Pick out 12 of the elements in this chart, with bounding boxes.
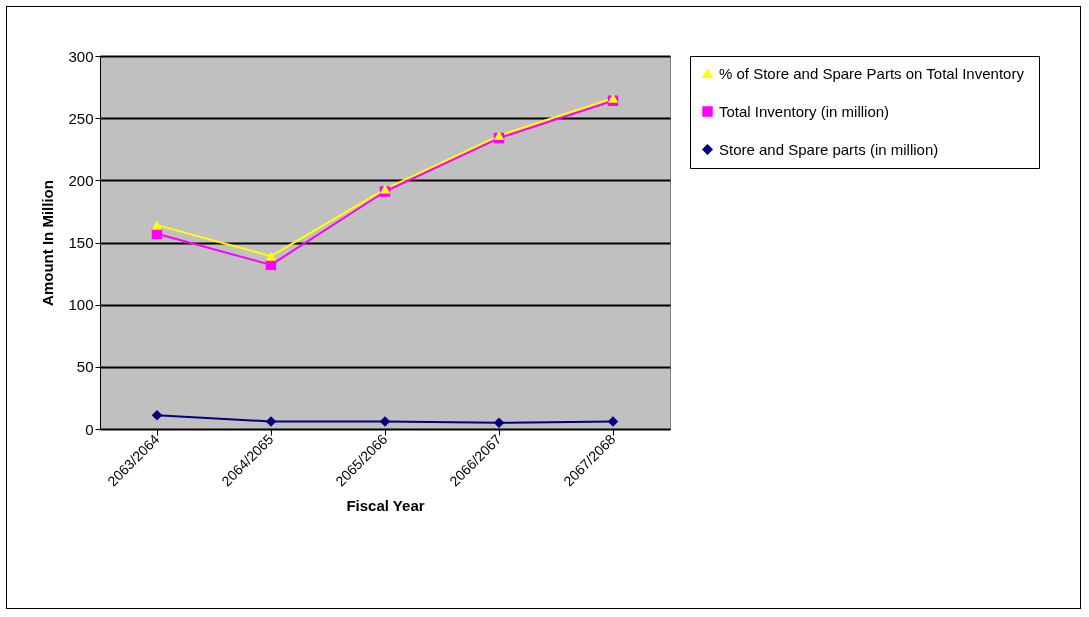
x-axis-title: Fiscal Year — [346, 497, 425, 515]
legend-label: % of Store and Spare Parts on Total Inventory — [719, 64, 1025, 82]
y-tick-label: 150 — [68, 234, 94, 251]
y-tick-label: 0 — [85, 420, 94, 438]
y-tick-label: 300 — [68, 47, 94, 65]
y-tick-label: 100 — [68, 296, 94, 314]
legend-label: Store and Spare parts (in million) — [719, 140, 939, 158]
y-tick-label: 250 — [68, 109, 94, 127]
y-axis-title: Amount In Million — [39, 180, 57, 306]
legend-label: Total Inventory (in million) — [719, 102, 890, 120]
y-tick-label: 50 — [76, 358, 94, 376]
y-tick-label: 200 — [68, 171, 94, 189]
